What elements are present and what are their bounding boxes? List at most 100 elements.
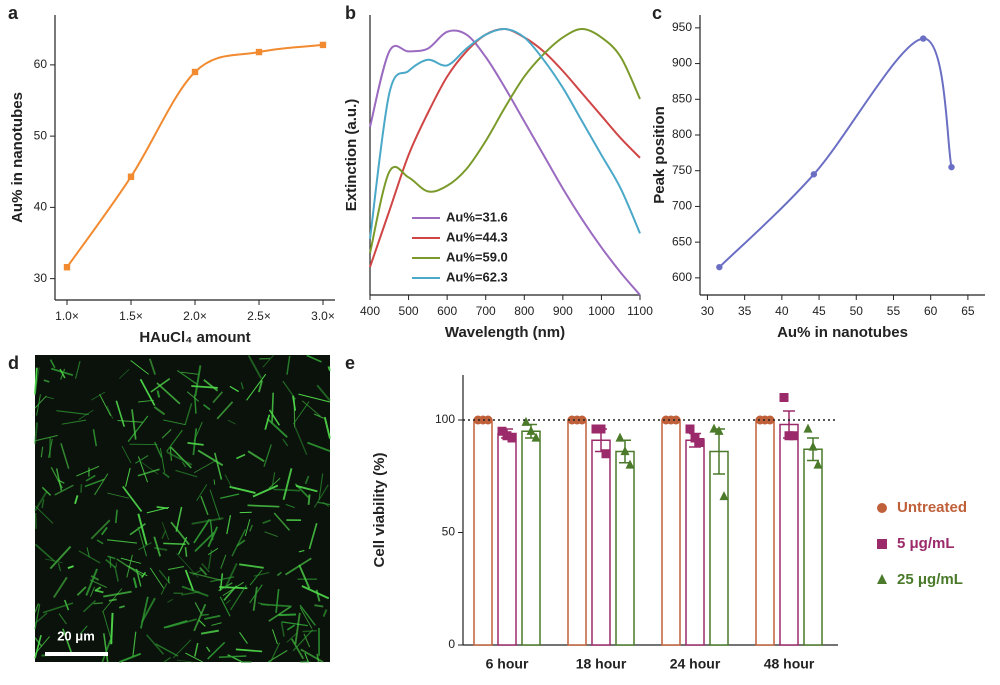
x-tick-label: 24 hour xyxy=(670,656,721,672)
marker xyxy=(877,574,887,584)
nanotube xyxy=(139,460,159,475)
nanotube xyxy=(323,416,331,439)
marker xyxy=(526,425,536,435)
marker xyxy=(948,163,955,171)
nanotube xyxy=(205,646,211,653)
nanotube xyxy=(122,486,143,513)
nanotube xyxy=(86,547,90,558)
nanotube xyxy=(193,421,203,442)
nanotube xyxy=(163,620,188,629)
legend-label: 5 μg/mL xyxy=(897,535,955,552)
nanotube xyxy=(207,549,213,569)
nanotube xyxy=(36,394,41,416)
marker xyxy=(779,393,789,402)
nanotube xyxy=(186,391,200,402)
y-tick-label: 700 xyxy=(672,199,692,213)
x-tick-label: 60 xyxy=(924,304,938,318)
nanotube xyxy=(218,655,247,659)
nanotube xyxy=(119,652,142,663)
marker xyxy=(789,431,799,441)
nanotube xyxy=(211,622,222,626)
nanotube xyxy=(204,614,221,620)
nanotube xyxy=(74,495,79,505)
nanotube xyxy=(187,442,204,446)
nanotube xyxy=(107,555,116,560)
nanotube xyxy=(91,391,106,401)
nanotube xyxy=(207,526,219,548)
marker xyxy=(808,441,818,451)
nanotube xyxy=(115,562,118,568)
nanotube xyxy=(301,585,330,600)
marker xyxy=(709,423,719,433)
nanotube xyxy=(49,359,56,369)
y-axis-label: Cell viability (%) xyxy=(371,452,388,567)
nanotube xyxy=(194,602,202,615)
nanotube xyxy=(239,631,248,644)
nanotube xyxy=(85,474,96,482)
nanotube xyxy=(192,428,198,456)
marker xyxy=(497,426,507,436)
nanotube xyxy=(246,373,267,401)
marker xyxy=(877,539,887,549)
nanotube xyxy=(253,571,270,577)
nanotube xyxy=(222,581,244,597)
nanotube xyxy=(263,444,272,467)
nanotube xyxy=(166,429,183,452)
nanotube xyxy=(103,633,109,663)
nanotube xyxy=(230,585,247,611)
nanotube xyxy=(298,550,305,553)
nanotube xyxy=(56,410,89,416)
nanotube xyxy=(271,392,274,424)
nanotube xyxy=(76,586,87,596)
nanotube xyxy=(100,526,108,536)
nanotube xyxy=(137,513,148,545)
nanotube xyxy=(34,604,41,630)
nanotube xyxy=(139,596,149,629)
nanotube xyxy=(92,429,98,447)
nanotube xyxy=(308,522,318,550)
nanotube xyxy=(252,586,258,611)
legend-label: Untreated xyxy=(897,499,967,516)
nanotube xyxy=(137,468,160,477)
nanotube xyxy=(93,602,103,605)
y-tick-label: 900 xyxy=(672,56,692,70)
nanotube xyxy=(184,547,188,557)
nanotube xyxy=(107,539,137,544)
nanotube xyxy=(172,639,192,659)
nanotube xyxy=(156,382,181,405)
nanotube xyxy=(299,607,313,629)
nanotube xyxy=(41,486,52,496)
y-tick-label: 0 xyxy=(448,637,455,651)
nanotubes xyxy=(34,354,331,663)
x-tick-label: 1.0× xyxy=(55,309,79,323)
nanotube xyxy=(34,367,40,396)
nanotube xyxy=(282,468,293,500)
nanotube xyxy=(225,599,231,605)
nanotube xyxy=(294,612,301,645)
nanotube xyxy=(201,563,210,573)
nanotube xyxy=(34,603,40,613)
nanotube xyxy=(200,495,209,516)
nanotube xyxy=(34,505,54,524)
nanotube xyxy=(34,637,43,647)
panel-label: a xyxy=(8,3,19,23)
nanotube xyxy=(99,393,112,417)
legend-label: Au%=59.0 xyxy=(446,249,508,264)
nanotube xyxy=(249,584,263,604)
x-tick-label: 1.5× xyxy=(119,309,143,323)
nanotube xyxy=(34,612,48,624)
nanotube xyxy=(127,415,149,443)
nanotube xyxy=(167,598,174,603)
nanotube xyxy=(313,484,329,508)
nanotube xyxy=(34,636,50,655)
nanotube xyxy=(214,452,223,480)
nanotube xyxy=(161,429,172,439)
marker xyxy=(620,446,630,456)
x-tick-label: 6 hour xyxy=(486,656,529,672)
y-tick-label: 40 xyxy=(34,200,48,214)
nanotube xyxy=(264,414,271,430)
nanotube xyxy=(280,622,285,637)
data-line xyxy=(718,37,953,268)
nanotube xyxy=(200,629,219,635)
marker xyxy=(625,459,635,469)
